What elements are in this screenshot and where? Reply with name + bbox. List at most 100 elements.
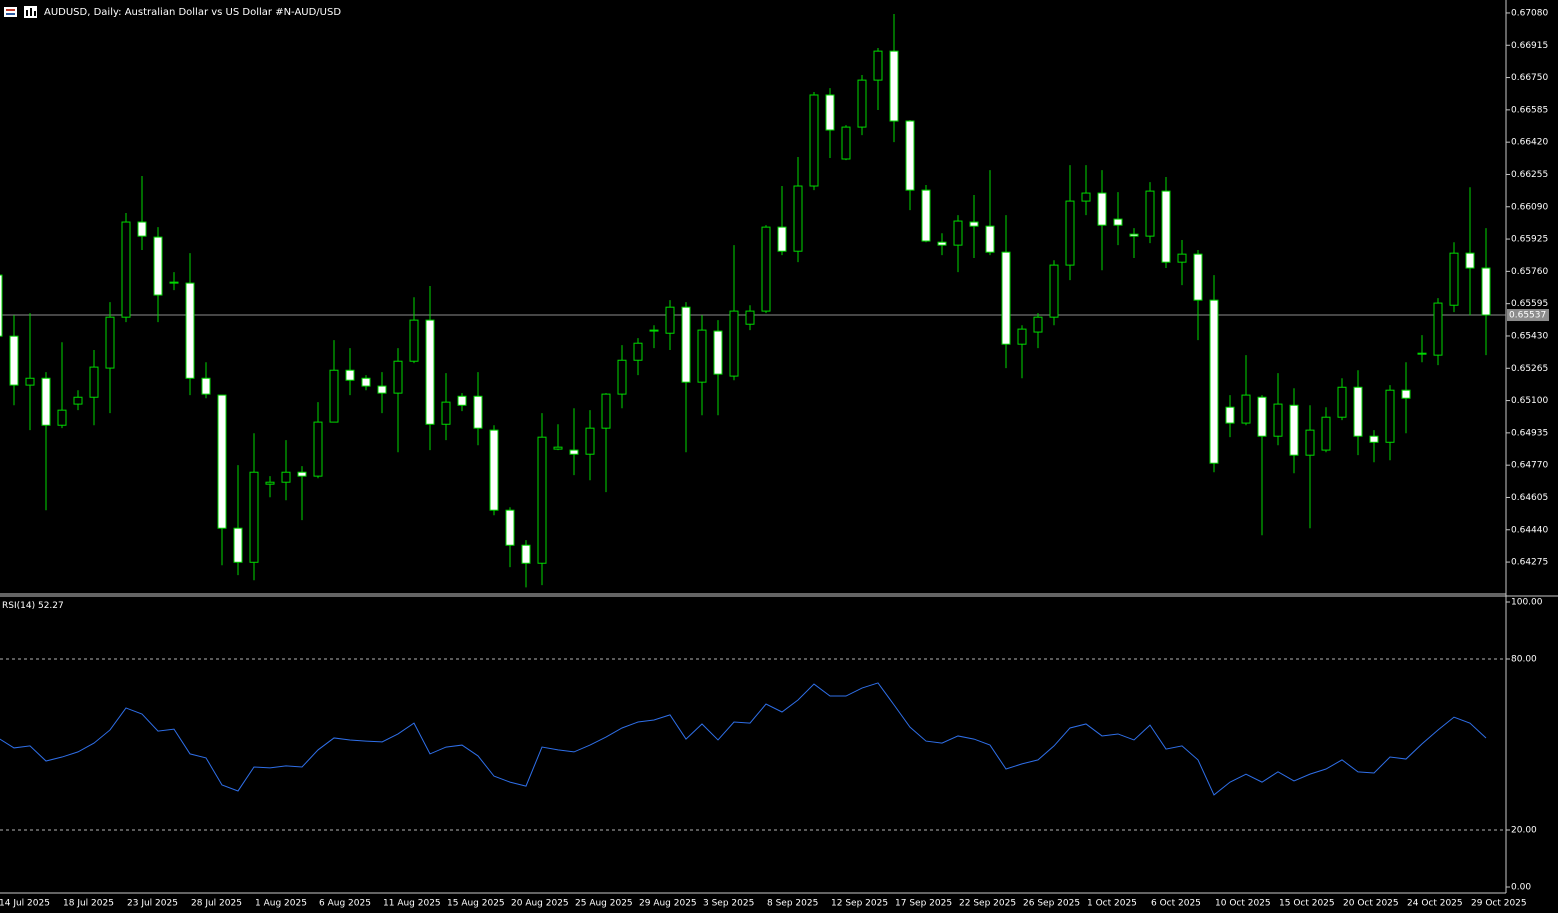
candle-body bbox=[1209, 299, 1219, 464]
indicator-name: RSI(14) bbox=[2, 601, 35, 611]
candle-body bbox=[1097, 192, 1107, 226]
y-tick-label: 0.66915 bbox=[1511, 41, 1548, 51]
candle-body bbox=[1033, 316, 1043, 333]
candle-body bbox=[425, 319, 435, 425]
candle-body bbox=[1273, 403, 1283, 437]
x-tick-label: 23 Jul 2025 bbox=[127, 899, 178, 909]
candle-body bbox=[937, 241, 947, 246]
candle-body bbox=[9, 335, 19, 386]
candle-body bbox=[281, 471, 291, 483]
candle-body bbox=[841, 126, 851, 160]
candle-body bbox=[105, 316, 115, 369]
candle-body bbox=[1161, 190, 1171, 263]
indicator-value: 52.27 bbox=[38, 601, 64, 611]
candle-body bbox=[873, 50, 883, 81]
candle-body bbox=[41, 377, 51, 426]
y-tick-label: 0.66750 bbox=[1511, 73, 1548, 83]
candle-body bbox=[681, 306, 691, 383]
candle-body bbox=[265, 481, 275, 485]
x-tick-label: 25 Aug 2025 bbox=[575, 899, 633, 909]
candle-body bbox=[553, 446, 563, 450]
y-tick-label: 100.00 bbox=[1511, 597, 1543, 607]
x-tick-label: 3 Sep 2025 bbox=[703, 899, 754, 909]
y-tick-label: 20.00 bbox=[1511, 826, 1537, 836]
candle-body bbox=[1417, 352, 1427, 355]
x-tick-label: 15 Oct 2025 bbox=[1279, 899, 1335, 909]
candle-body bbox=[825, 94, 835, 131]
candle-body bbox=[1081, 192, 1091, 202]
candle-body bbox=[537, 436, 547, 564]
y-tick-label: 0.00 bbox=[1511, 883, 1531, 893]
candle-body bbox=[489, 429, 499, 511]
candle-body bbox=[505, 509, 515, 546]
y-tick-label: 80.00 bbox=[1511, 654, 1537, 664]
candle-body bbox=[633, 342, 643, 361]
y-tick-label: 0.64770 bbox=[1511, 461, 1548, 471]
candle-body bbox=[1129, 233, 1139, 237]
x-tick-label: 24 Oct 2025 bbox=[1407, 899, 1463, 909]
candle-body bbox=[361, 377, 371, 387]
x-tick-label: 10 Oct 2025 bbox=[1215, 899, 1271, 909]
indicator-label: RSI(14) 52.27 bbox=[2, 601, 64, 611]
y-tick-label: 0.64440 bbox=[1511, 525, 1548, 535]
candle-body bbox=[745, 310, 755, 325]
candle-body bbox=[617, 359, 627, 395]
y-tick-label: 0.65265 bbox=[1511, 364, 1548, 374]
x-tick-label: 29 Aug 2025 bbox=[639, 899, 697, 909]
candle-body bbox=[1449, 252, 1459, 306]
candle-body bbox=[1465, 252, 1475, 269]
candle-body bbox=[121, 221, 131, 318]
y-tick-label: 0.65100 bbox=[1511, 396, 1548, 406]
x-tick-label: 26 Sep 2025 bbox=[1023, 899, 1080, 909]
candle-body bbox=[969, 221, 979, 227]
candle-body bbox=[1433, 302, 1443, 356]
candle-body bbox=[1065, 200, 1075, 266]
candle-body bbox=[457, 395, 467, 406]
candle-body bbox=[1001, 251, 1011, 345]
candle-body bbox=[249, 471, 259, 563]
candle-body bbox=[889, 50, 899, 122]
candle-body bbox=[1193, 253, 1203, 301]
candle-body bbox=[713, 330, 723, 375]
candle-body bbox=[761, 226, 771, 312]
y-tick-label: 0.65430 bbox=[1511, 331, 1548, 341]
candle-body bbox=[313, 421, 323, 477]
icon bbox=[6, 13, 15, 15]
candle-body bbox=[217, 394, 227, 529]
candle-body bbox=[857, 79, 867, 128]
x-tick-label: 20 Aug 2025 bbox=[511, 899, 569, 909]
y-tick-label: 0.66255 bbox=[1511, 170, 1548, 180]
x-tick-label: 28 Jul 2025 bbox=[191, 899, 242, 909]
candle-body bbox=[985, 225, 995, 253]
candle-body bbox=[201, 377, 211, 395]
candle-body bbox=[793, 185, 803, 252]
candle-body bbox=[1481, 267, 1491, 316]
candle-body bbox=[601, 393, 611, 429]
candle-body bbox=[329, 369, 339, 423]
candle-body bbox=[1353, 386, 1363, 437]
candle-body bbox=[697, 329, 707, 383]
candle-body bbox=[1385, 389, 1395, 443]
candle-body bbox=[1177, 253, 1187, 263]
candle-body bbox=[377, 385, 387, 394]
candle-body bbox=[73, 396, 83, 405]
candle-body bbox=[1017, 328, 1027, 345]
chart-title: AUDUSD, Daily: Australian Dollar vs US D… bbox=[44, 7, 341, 18]
candle-body bbox=[1145, 190, 1155, 237]
candle-body bbox=[473, 395, 483, 429]
candle-body bbox=[953, 220, 963, 246]
y-tick-label: 0.66420 bbox=[1511, 138, 1548, 148]
x-tick-label: 15 Aug 2025 bbox=[447, 899, 505, 909]
candle-body bbox=[1257, 396, 1267, 437]
x-tick-label: 17 Sep 2025 bbox=[895, 899, 952, 909]
price-tag-label: 0.65537 bbox=[1509, 311, 1546, 321]
candle-body bbox=[409, 319, 419, 362]
icon bbox=[4, 7, 17, 17]
candle-body bbox=[585, 427, 595, 455]
candle-body bbox=[521, 544, 531, 564]
title-icons bbox=[4, 6, 37, 18]
candle-body bbox=[1289, 404, 1299, 456]
candle-body bbox=[1337, 386, 1347, 418]
rsi-line bbox=[0, 682, 1487, 796]
